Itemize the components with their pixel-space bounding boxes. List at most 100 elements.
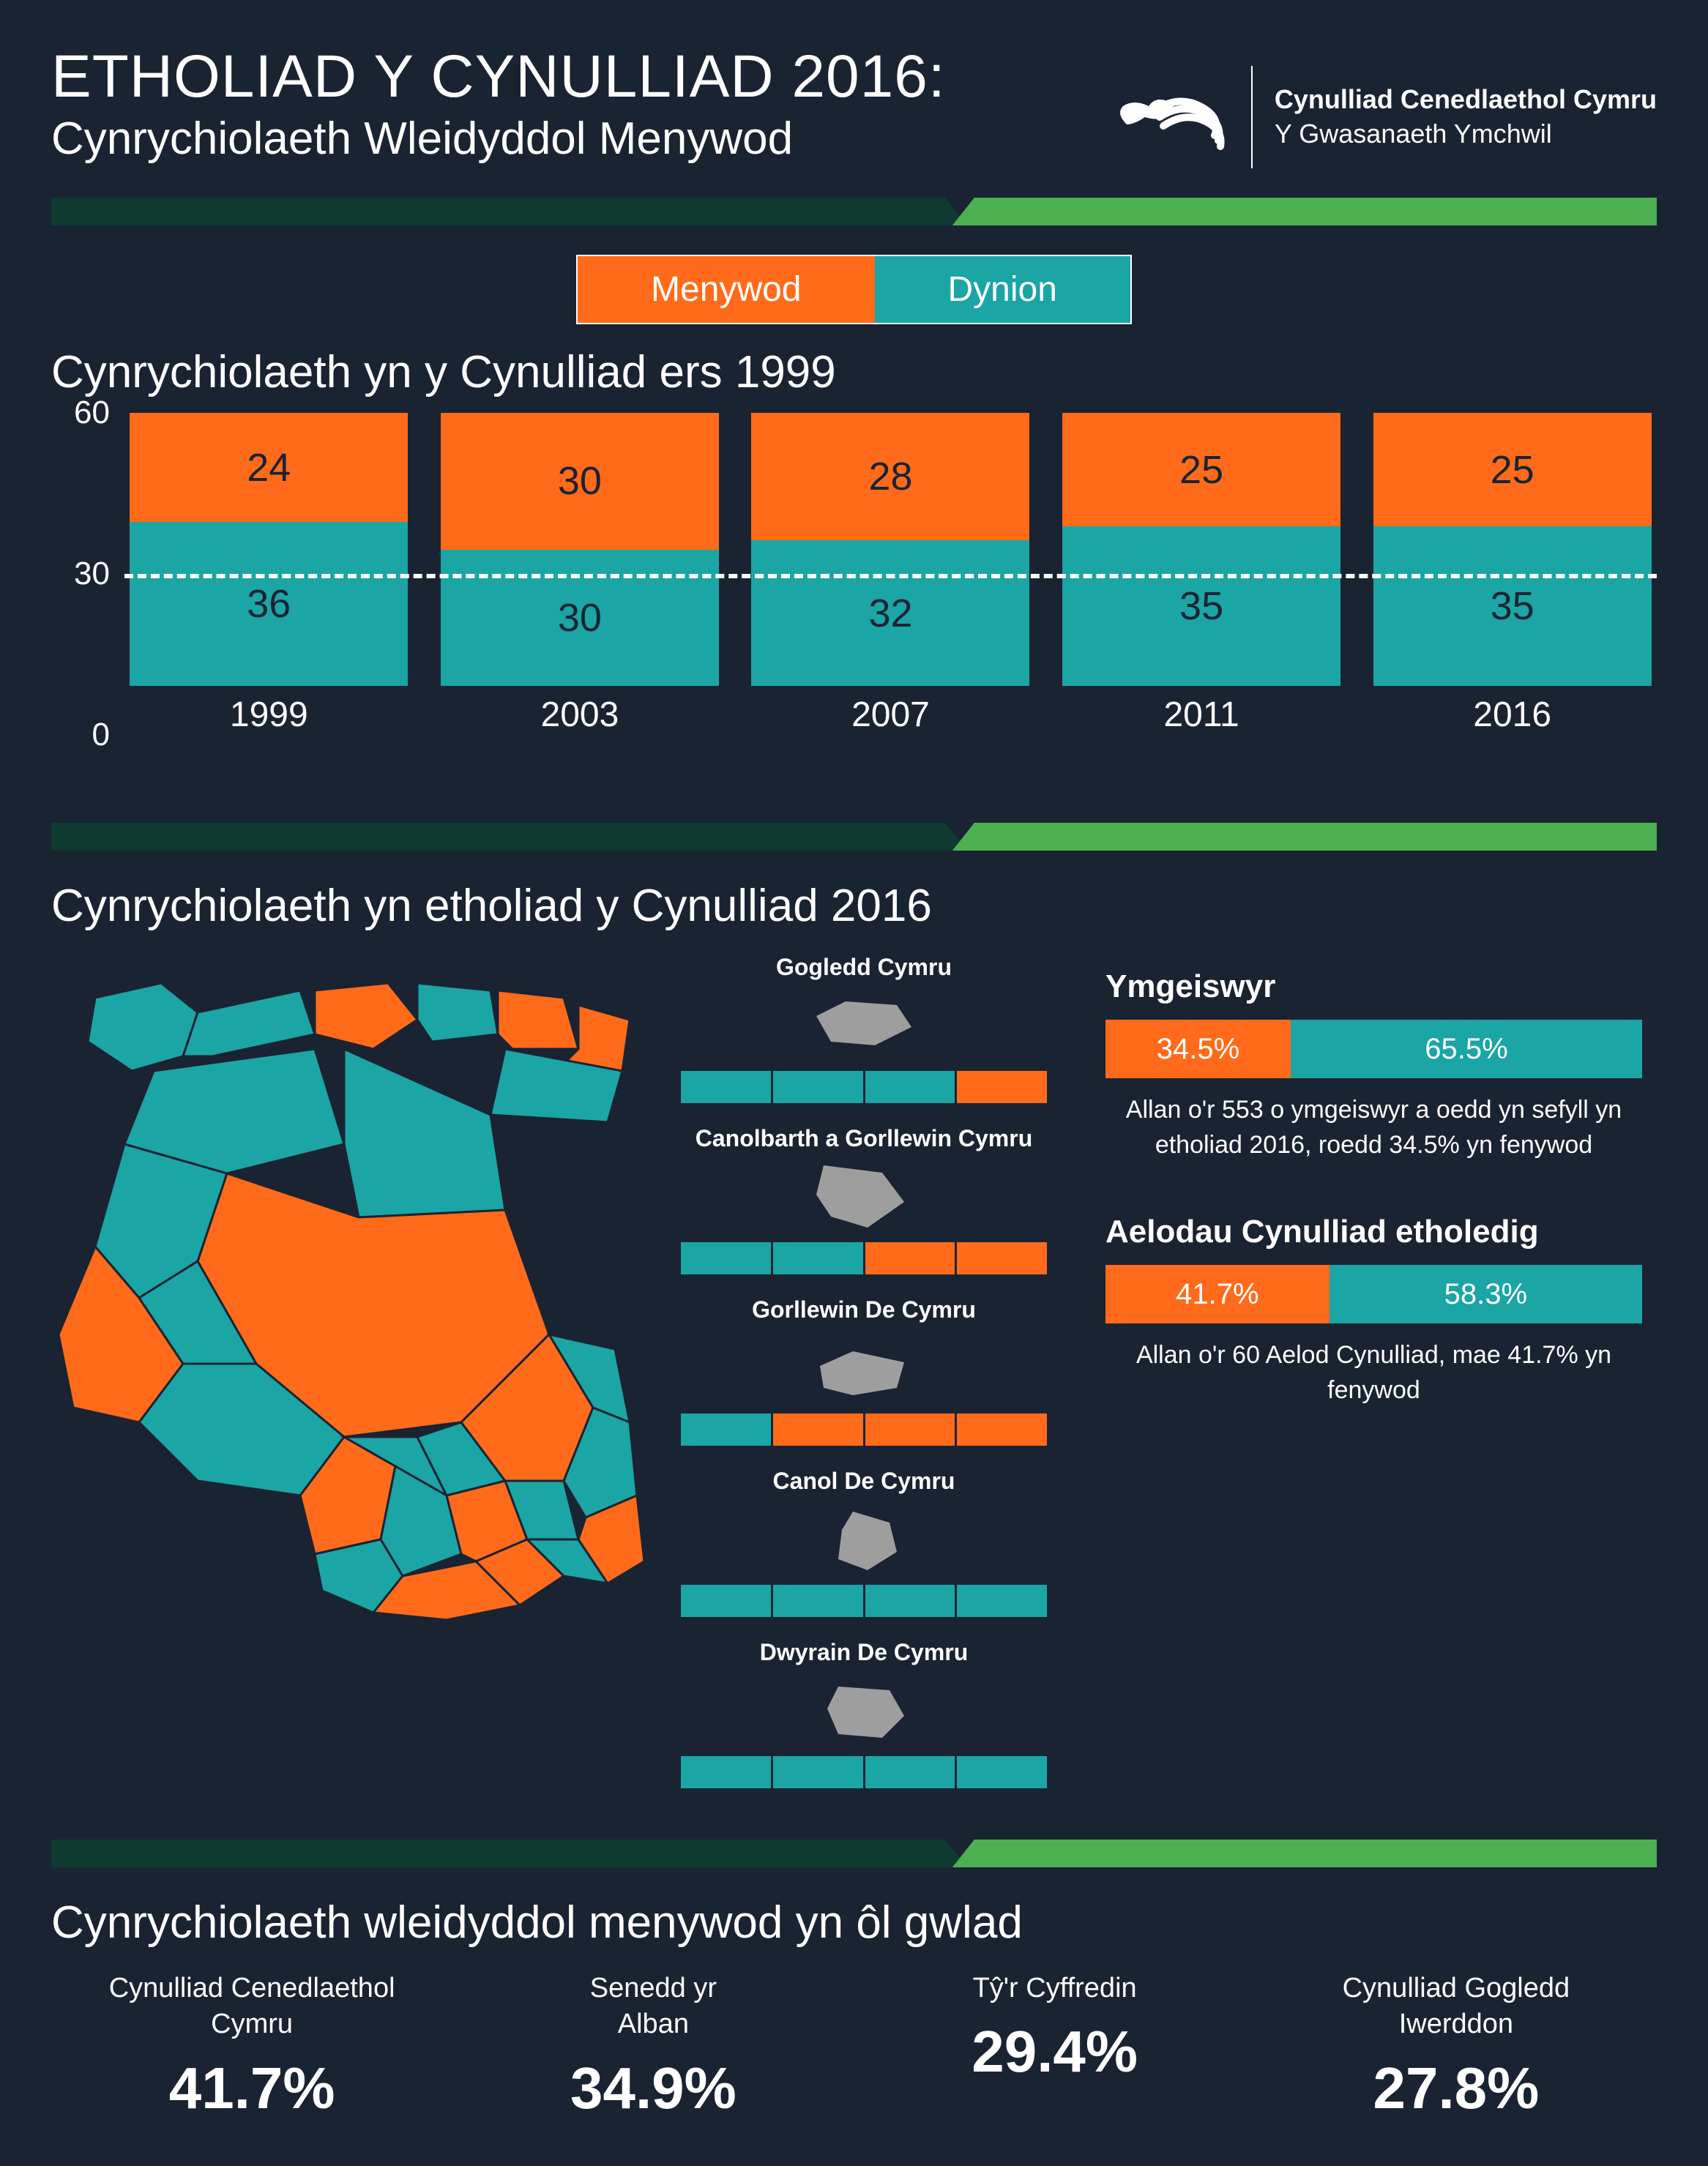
country-name: Cynulliad GogleddIwerddon <box>1256 1971 1657 2043</box>
section1-title: Cynrychiolaeth yn y Cynulliad ers 1999 <box>51 346 1657 398</box>
divider-stripe <box>51 823 1657 851</box>
segment-cell <box>957 1071 1047 1103</box>
segment-cell <box>865 1242 958 1274</box>
x-label: 2011 <box>1163 695 1239 735</box>
segment-cell <box>681 1071 773 1103</box>
region-block: Gogledd Cymru <box>681 954 1047 1103</box>
regions-column: Gogledd Cymru Canolbarth a Gorllewin Cymr… <box>681 954 1047 1810</box>
region-block: Canol De Cymru <box>681 1468 1047 1617</box>
region-segment-bar <box>681 1585 1047 1617</box>
stats-column: Ymgeiswyr 34.5% 65.5% Allan o'r 553 o ym… <box>1076 954 1657 1810</box>
country-percentage: 34.9% <box>452 2055 854 2122</box>
candidates-women-part: 34.5% <box>1105 1020 1291 1078</box>
x-label: 2016 <box>1473 695 1551 735</box>
legend-women: Menywod <box>578 256 874 323</box>
stacked-bar-chart: 60 30 0 36241999303020033228200735252011… <box>51 413 1657 793</box>
country-percentage: 29.4% <box>854 2018 1256 2085</box>
candidates-title: Ymgeiswyr <box>1105 968 1642 1005</box>
bar-women-value: 24 <box>130 413 408 522</box>
segment-cell <box>957 1756 1047 1788</box>
candidates-men-part: 65.5% <box>1291 1020 1642 1078</box>
bar-women-value: 25 <box>1062 413 1340 526</box>
brand-line1: Cynulliad Cenedlaethol Cymru <box>1275 83 1657 117</box>
country-name: Senedd yrAlban <box>452 1971 854 2043</box>
page-subtitle: Cynrychiolaeth Wleidyddol Menywod <box>51 113 1112 165</box>
legend: Menywod Dynion <box>51 255 1657 324</box>
bar-men-value: 35 <box>1373 526 1652 686</box>
elected-block: Aelodau Cynulliad etholedig 41.7% 58.3% … <box>1105 1214 1642 1408</box>
divider-stripe <box>51 1840 1657 1867</box>
segment-cell <box>957 1242 1047 1274</box>
segment-cell <box>773 1756 865 1788</box>
candidates-desc: Allan o'r 553 o ymgeiswyr a oedd yn sefy… <box>1105 1093 1642 1162</box>
segment-cell <box>681 1242 773 1274</box>
bar-men-value: 35 <box>1062 526 1340 686</box>
candidates-bar: 34.5% 65.5% <box>1105 1020 1642 1078</box>
region-segment-bar <box>681 1242 1047 1274</box>
segment-cell <box>681 1585 773 1617</box>
country-name: Tŷ'r Cyffredin <box>854 1971 1256 2006</box>
x-label: 2007 <box>851 695 930 735</box>
dragon-logo-icon <box>1112 73 1229 161</box>
y-tick-0: 0 <box>92 717 110 753</box>
x-label: 2003 <box>541 695 619 735</box>
segment-cell <box>773 1585 865 1617</box>
region-mini-map <box>681 1329 1047 1406</box>
segment-cell <box>773 1413 865 1446</box>
brand-divider <box>1251 66 1253 168</box>
halfline <box>124 574 1657 578</box>
bar-men-value: 32 <box>751 540 1029 686</box>
region-name: Dwyrain De Cymru <box>681 1639 1047 1666</box>
bar-men-value: 36 <box>130 522 408 686</box>
elected-women-part: 41.7% <box>1105 1265 1330 1323</box>
legend-men: Dynion <box>875 256 1130 323</box>
wales-map <box>51 954 652 1810</box>
elected-desc: Allan o'r 60 Aelod Cynulliad, mae 41.7% … <box>1105 1338 1642 1408</box>
bar-men-value: 30 <box>441 550 719 687</box>
segment-cell <box>865 1413 958 1446</box>
country-percentage: 41.7% <box>51 2055 452 2122</box>
region-segment-bar <box>681 1756 1047 1788</box>
divider-stripe <box>51 198 1657 225</box>
segment-cell <box>865 1071 958 1103</box>
y-tick-60: 60 <box>74 395 110 431</box>
candidates-block: Ymgeiswyr 34.5% 65.5% Allan o'r 553 o ym… <box>1105 968 1642 1162</box>
segment-cell <box>865 1756 958 1788</box>
brand-text: Cynulliad Cenedlaethol Cymru Y Gwasanaet… <box>1275 83 1657 152</box>
elected-title: Aelodau Cynulliad etholedig <box>1105 1214 1642 1250</box>
section3-title: Cynrychiolaeth wleidyddol menywod yn ôl … <box>51 1897 1657 1949</box>
y-tick-30: 30 <box>74 556 110 592</box>
segment-cell <box>681 1413 773 1446</box>
region-segment-bar <box>681 1413 1047 1446</box>
region-mini-map <box>681 1158 1047 1235</box>
region-block: Canolbarth a Gorllewin Cymru <box>681 1125 1047 1274</box>
country-percentage: 27.8% <box>1256 2055 1657 2122</box>
section2-title: Cynrychiolaeth yn etholiad y Cynulliad 2… <box>51 880 1657 932</box>
segment-cell <box>681 1756 773 1788</box>
header-left: ETHOLIAD Y CYNULLIAD 2016: Cynrychiolaet… <box>51 44 1112 165</box>
bar-women-value: 30 <box>441 413 719 550</box>
bar-women-value: 25 <box>1373 413 1652 526</box>
region-name: Gorllewin De Cymru <box>681 1296 1047 1323</box>
country-stat: Senedd yrAlban 34.9% <box>452 1971 854 2122</box>
logo: Cynulliad Cenedlaethol Cymru Y Gwasanaet… <box>1112 66 1657 168</box>
country-stat: Cynulliad GogleddIwerddon 27.8% <box>1256 1971 1657 2122</box>
country-name: Cynulliad CenedlaetholCymru <box>51 1971 452 2043</box>
region-segment-bar <box>681 1071 1047 1103</box>
country-stat: Tŷ'r Cyffredin 29.4% <box>854 1971 1256 2122</box>
section2-row: Gogledd Cymru Canolbarth a Gorllewin Cymr… <box>51 954 1657 1810</box>
segment-cell <box>773 1242 865 1274</box>
region-block: Gorllewin De Cymru <box>681 1296 1047 1446</box>
segment-cell <box>773 1071 865 1103</box>
header: ETHOLIAD Y CYNULLIAD 2016: Cynrychiolaet… <box>51 44 1657 168</box>
region-block: Dwyrain De Cymru <box>681 1639 1047 1788</box>
elected-men-part: 58.3% <box>1330 1265 1642 1323</box>
x-label: 1999 <box>230 695 308 735</box>
region-mini-map <box>681 1672 1047 1749</box>
region-mini-map <box>681 987 1047 1064</box>
segment-cell <box>957 1413 1047 1446</box>
region-mini-map <box>681 1501 1047 1577</box>
segment-cell <box>865 1585 958 1617</box>
brand-line2: Y Gwasanaeth Ymchwil <box>1275 117 1657 152</box>
elected-bar: 41.7% 58.3% <box>1105 1265 1642 1323</box>
